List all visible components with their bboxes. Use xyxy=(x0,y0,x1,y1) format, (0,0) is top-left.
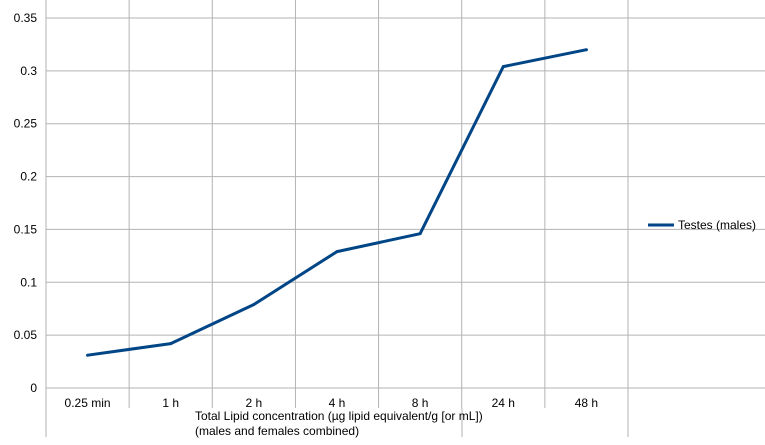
series-layer xyxy=(86,48,588,357)
legend-label: Testes (males) xyxy=(678,218,756,232)
x-axis-caption-line-1: Total Lipid concentration (µg lipid equi… xyxy=(195,409,483,423)
y-tick-label: 0.05 xyxy=(14,328,38,342)
y-tick-label: 0.3 xyxy=(20,64,37,78)
y-tick-label: 0.25 xyxy=(14,117,38,131)
x-tick-label: 8 h xyxy=(412,396,429,410)
x-axis-caption-line-2: (males and females combined) xyxy=(195,424,359,438)
data-point xyxy=(335,250,339,254)
y-tick-label: 0.2 xyxy=(20,170,37,184)
x-axis-caption: Total Lipid concentration (µg lipid equi… xyxy=(195,409,483,438)
x-tick-label: 4 h xyxy=(329,396,346,410)
data-point xyxy=(501,65,505,69)
data-point xyxy=(584,48,588,52)
data-point xyxy=(86,353,90,357)
gridlines xyxy=(45,0,765,437)
y-tick-label: 0 xyxy=(30,381,37,395)
data-point xyxy=(169,342,173,346)
y-tick-label: 0.35 xyxy=(14,11,38,25)
series-line xyxy=(87,48,587,357)
data-point xyxy=(252,302,256,306)
x-tick-label: 24 h xyxy=(492,396,515,410)
x-tick-label: 1 h xyxy=(162,396,179,410)
x-tick-label: 0.25 min xyxy=(65,396,111,410)
y-axis-ticks: 0 0.05 0.1 0.15 0.2 0.25 0.3 0.35 xyxy=(14,11,38,395)
x-tick-label: 48 h xyxy=(575,396,598,410)
y-tick-label: 0.15 xyxy=(14,222,38,236)
data-point xyxy=(418,232,422,236)
x-axis-ticks: 0.25 min 1 h 2 h 4 h 8 h 24 h 48 h xyxy=(65,396,599,410)
y-tick-label: 0.1 xyxy=(20,275,37,289)
legend: Testes (males) xyxy=(648,218,756,232)
x-tick-label: 2 h xyxy=(246,396,263,410)
